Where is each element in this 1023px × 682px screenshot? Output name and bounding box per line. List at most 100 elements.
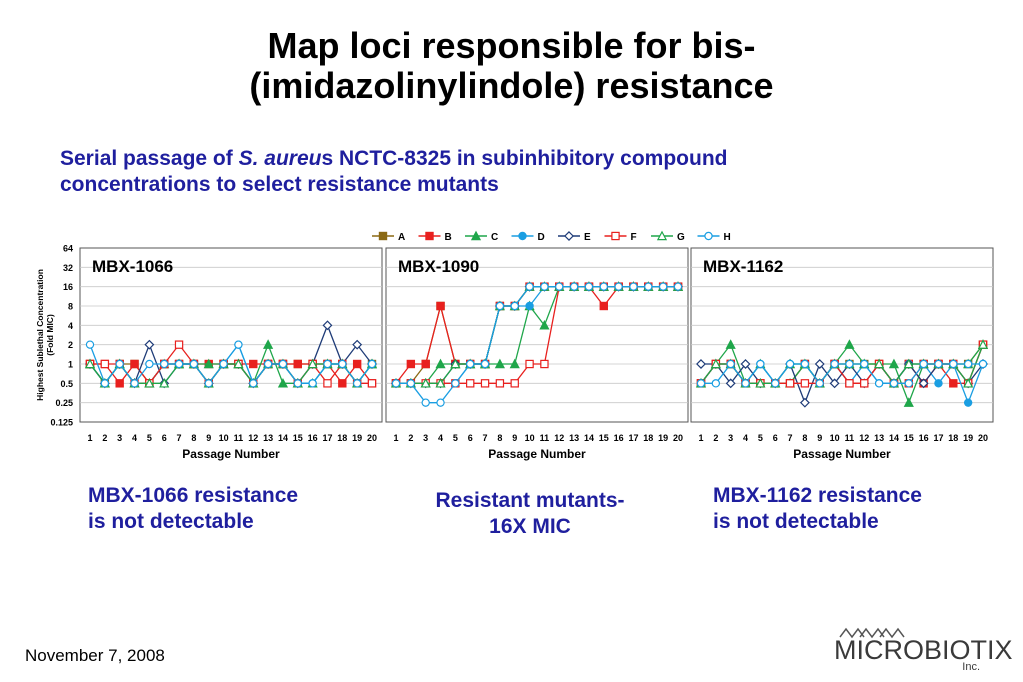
data-point — [771, 379, 780, 388]
y-tick-label: 64 — [63, 244, 73, 254]
x-tick-label: 17 — [628, 433, 638, 443]
series-h — [391, 282, 683, 407]
data-point — [115, 359, 124, 369]
data-point — [555, 282, 564, 291]
x-tick-label: 4 — [743, 433, 748, 443]
x-axis-label: Passage Number — [793, 447, 891, 461]
data-point — [406, 359, 416, 369]
data-point — [495, 379, 505, 388]
x-tick-label: 12 — [554, 433, 564, 443]
y-tick-label: 1 — [68, 360, 73, 370]
panel-plot-area — [385, 247, 689, 423]
data-point — [696, 379, 706, 388]
logo-text: MICROBIOTIX — [834, 635, 1013, 665]
x-tick-labels: 1 2 3 4 5 6 7 8 9 10 11 12 13 14 15 16 17 18 19 20 — [87, 433, 377, 443]
data-point — [845, 359, 854, 369]
data-point — [480, 359, 490, 369]
x-tick-label: 14 — [584, 433, 594, 443]
x-tick-label: 19 — [963, 433, 973, 443]
data-point — [352, 359, 362, 369]
subtitle-line2: concentrations to select resistance muta… — [60, 173, 499, 196]
data-point — [904, 379, 913, 388]
x-tick-label: 18 — [643, 433, 653, 443]
chart-legend: A B C D E F G H — [372, 230, 731, 243]
data-point — [466, 359, 475, 369]
data-point — [539, 319, 550, 330]
data-point — [115, 379, 124, 388]
data-point — [599, 282, 608, 291]
legend-label: D — [538, 232, 545, 243]
y-tick-label: 8 — [68, 302, 73, 312]
panel-plot-area — [690, 247, 994, 423]
y-tick-label: 0.25 — [55, 398, 73, 408]
data-point — [888, 358, 900, 369]
x-tick-label: 18 — [337, 433, 347, 443]
x-tick-label: 1 — [87, 433, 92, 443]
data-point — [84, 358, 96, 369]
data-point — [278, 359, 288, 369]
data-point — [352, 339, 363, 350]
x-tick-label: 2 — [102, 433, 107, 443]
data-point — [725, 339, 736, 349]
data-point — [977, 339, 989, 349]
data-point — [466, 379, 475, 388]
y-axis-label-line1: Highest Sublethal Concentration — [35, 269, 45, 401]
data-point — [829, 378, 840, 389]
data-point — [919, 359, 928, 369]
x-tick-label: 14 — [278, 433, 288, 443]
data-point — [525, 359, 534, 369]
data-point — [100, 379, 110, 388]
caption-mbx1090-line1: Resistant mutants- — [435, 489, 625, 512]
data-point — [436, 301, 445, 311]
data-point — [130, 359, 139, 369]
series-h — [696, 359, 988, 388]
data-point — [934, 379, 943, 388]
x-tick-label: 11 — [845, 433, 855, 443]
caption-mbx1162-line1: MBX-1162 resistance — [713, 484, 922, 507]
y-axis-label: Highest Sublethal Concentration (Fold MIC… — [35, 269, 55, 401]
subtitle-part2: s NCTC-8325 in subinhibitory compound — [321, 147, 728, 170]
data-point — [420, 377, 431, 388]
x-tick-labels: 1 2 3 4 5 6 7 8 9 10 11 12 13 14 15 16 17 18 19 20 — [393, 433, 683, 443]
x-tick-label: 6 — [773, 433, 778, 443]
y-tick-label: 4 — [68, 321, 73, 331]
x-tick-label: 20 — [978, 433, 988, 443]
data-point — [391, 379, 401, 388]
x-tick-label: 1 — [698, 433, 703, 443]
legend-marker — [470, 230, 482, 241]
x-axis-label: Passage Number — [488, 447, 586, 461]
data-point — [323, 379, 332, 388]
caption-mbx1066-line1: MBX-1066 resistance — [88, 484, 299, 507]
data-point — [450, 358, 461, 369]
data-point — [755, 377, 766, 388]
x-axis-label: Passage Number — [182, 447, 280, 461]
y-tick-label: 0.5 — [60, 379, 73, 389]
slide-title: Map loci responsible for bis- (imidazoli… — [0, 26, 1023, 106]
data-point — [308, 379, 317, 388]
data-point — [934, 359, 943, 369]
data-point — [918, 378, 929, 389]
data-point — [435, 358, 446, 369]
legend-label: A — [398, 232, 405, 243]
data-point — [249, 379, 258, 388]
slide-title-line1: Map loci responsible for bis- — [267, 25, 756, 66]
data-point — [277, 377, 289, 388]
data-point — [323, 359, 332, 369]
subtitle-part1: Serial passage of — [60, 147, 239, 170]
caption-mbx1090: Resistant mutants- 16X MIC — [400, 488, 660, 540]
x-tick-label: 11 — [540, 433, 550, 443]
data-point — [696, 359, 706, 369]
data-point — [741, 379, 750, 388]
legend-label: F — [631, 232, 637, 243]
x-tick-label: 4 — [132, 433, 137, 443]
x-tick-label: 15 — [293, 433, 303, 443]
data-point — [421, 359, 430, 369]
data-point — [978, 359, 988, 369]
data-point — [338, 379, 347, 388]
data-point — [903, 358, 914, 369]
panel-title: MBX-1066 — [92, 257, 173, 276]
data-point — [658, 282, 668, 291]
data-point — [785, 359, 795, 369]
